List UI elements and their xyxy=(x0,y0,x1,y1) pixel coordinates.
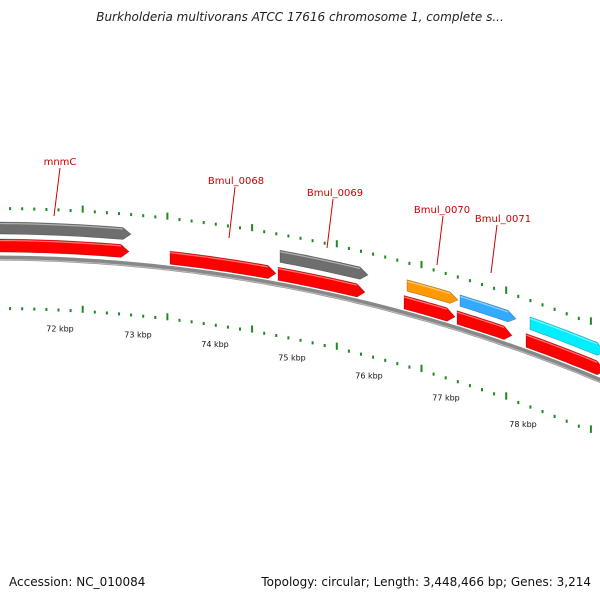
kbp-label: 73 kbp xyxy=(124,330,152,339)
gene-label-Bmul_0071[interactable]: Bmul_0071 xyxy=(475,214,531,225)
accession-text: Accession: NC_010084 xyxy=(9,575,145,589)
label-leader-line xyxy=(327,199,333,248)
kbp-label: 76 kbp xyxy=(355,371,383,380)
kbp-label: 74 kbp xyxy=(201,340,229,349)
gene-label-Bmul_0069[interactable]: Bmul_0069 xyxy=(307,188,363,199)
kbp-label: 75 kbp xyxy=(278,354,306,363)
label-leader-line xyxy=(491,225,497,273)
label-leader-line xyxy=(437,216,443,265)
kbp-label: 77 kbp xyxy=(432,394,460,403)
genome-map[interactable]: 72 kbp 73 kbp 74 kbp 75 kbp 76 kbp 77 kbp 78 k… xyxy=(0,0,600,600)
gene-label-Bmul_0070[interactable]: Bmul_0070 xyxy=(414,205,470,216)
kbp-label: 78 kbp xyxy=(509,420,537,429)
gene-label-mnmC[interactable]: mnmC xyxy=(44,157,77,168)
label-leader-line xyxy=(229,187,235,238)
gene-label-Bmul_0068[interactable]: Bmul_0068 xyxy=(208,176,264,187)
kbp-label: 72 kbp xyxy=(46,325,74,334)
gene-mnmC-top[interactable] xyxy=(0,222,131,240)
genome-summary-text: Topology: circular; Length: 3,448,466 bp… xyxy=(261,575,591,589)
